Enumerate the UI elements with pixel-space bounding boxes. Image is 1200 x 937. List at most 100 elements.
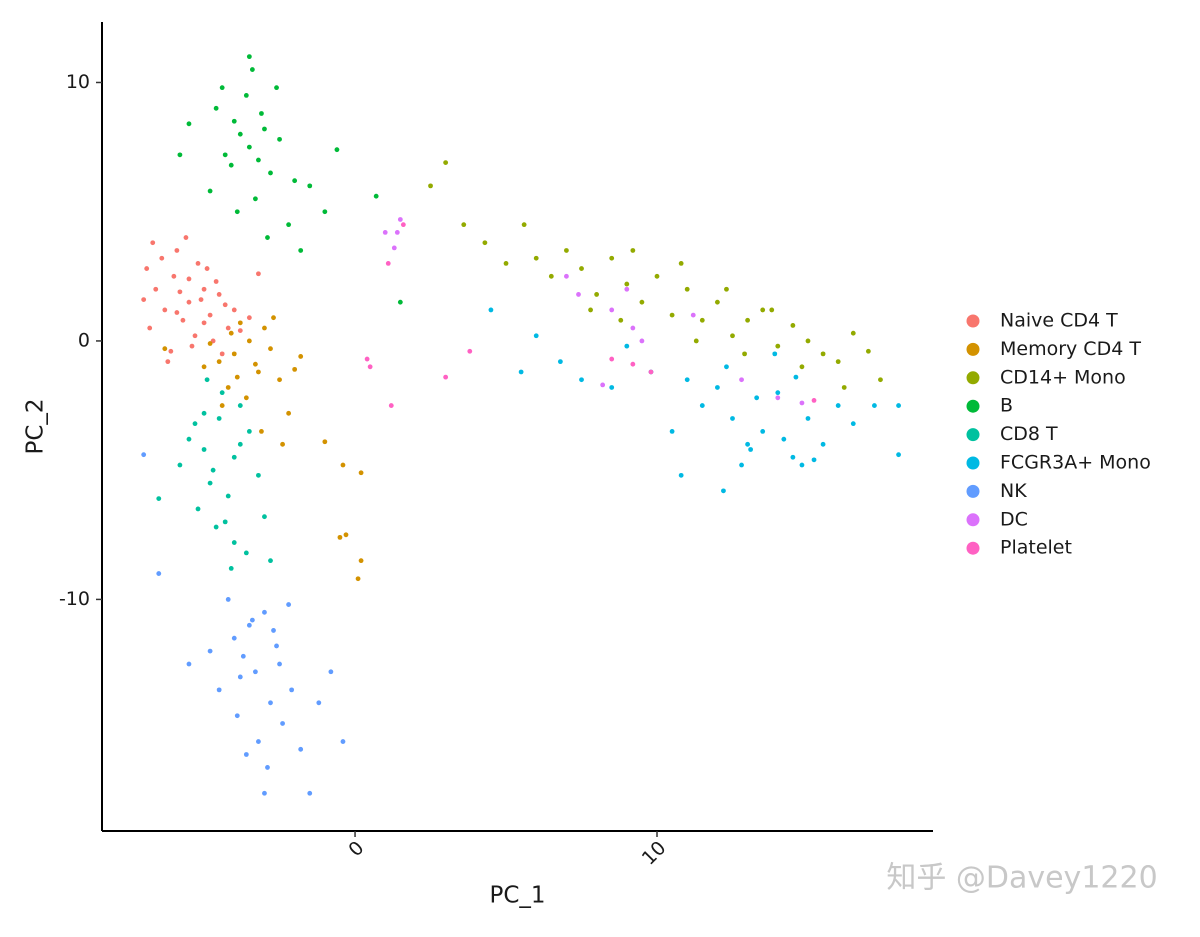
- point: [186, 276, 192, 282]
- point: [772, 351, 778, 357]
- point: [216, 687, 222, 693]
- legend-marker: [966, 456, 980, 470]
- point: [760, 429, 766, 434]
- point: [237, 403, 243, 408]
- point: [298, 248, 304, 253]
- point: [588, 307, 593, 313]
- point: [171, 273, 177, 279]
- legend-label: CD8 T: [1000, 423, 1058, 445]
- point: [760, 307, 766, 313]
- point: [799, 462, 805, 468]
- point: [730, 333, 735, 339]
- point: [400, 222, 406, 228]
- point: [630, 361, 636, 367]
- point: [271, 315, 276, 321]
- point: [669, 312, 675, 318]
- point: [252, 196, 258, 202]
- point: [156, 571, 162, 576]
- point: [648, 369, 654, 375]
- point: [177, 152, 183, 158]
- legend-label: DC: [1000, 508, 1028, 530]
- point: [820, 351, 826, 357]
- point: [252, 361, 258, 367]
- point: [367, 364, 373, 370]
- x-tick-label: 10: [638, 837, 671, 870]
- point: [262, 126, 267, 132]
- point: [488, 307, 494, 313]
- point: [533, 333, 539, 339]
- point: [467, 348, 473, 354]
- point: [557, 359, 563, 365]
- point: [775, 343, 781, 349]
- point: [201, 364, 207, 370]
- point: [210, 467, 216, 473]
- point: [204, 377, 210, 383]
- point: [280, 441, 285, 447]
- point: [548, 273, 554, 279]
- point: [198, 297, 204, 302]
- point: [237, 131, 243, 137]
- point: [518, 369, 524, 375]
- point: [265, 765, 270, 770]
- legend-label: CD14+ Mono: [1000, 366, 1126, 388]
- point: [579, 266, 584, 271]
- point: [246, 622, 252, 628]
- point: [240, 653, 246, 659]
- point: [745, 441, 750, 447]
- point: [277, 661, 282, 667]
- point: [204, 266, 210, 271]
- point: [835, 359, 841, 365]
- legend-marker: [966, 399, 980, 413]
- point: [213, 524, 219, 530]
- point: [835, 403, 841, 408]
- point: [231, 454, 237, 460]
- point: [805, 416, 811, 421]
- point: [684, 377, 690, 383]
- point: [654, 273, 660, 279]
- legend-label: Memory CD4 T: [1000, 338, 1141, 360]
- point: [174, 248, 180, 253]
- point: [256, 472, 261, 478]
- point: [268, 346, 273, 352]
- point: [177, 289, 183, 295]
- legend-marker: [966, 541, 980, 555]
- point: [714, 385, 720, 390]
- point: [781, 436, 787, 442]
- point: [234, 374, 240, 380]
- point: [624, 281, 630, 287]
- point: [482, 240, 488, 246]
- point: [159, 255, 165, 261]
- x-axis-title: PC_1: [489, 883, 545, 909]
- point: [243, 550, 249, 556]
- point: [624, 343, 630, 349]
- point: [219, 403, 225, 408]
- point: [195, 506, 201, 512]
- legend-label: Naive CD4 T: [1000, 310, 1118, 332]
- point: [639, 299, 645, 305]
- point: [280, 721, 285, 726]
- point: [286, 602, 292, 607]
- point: [609, 255, 615, 261]
- point: [443, 374, 449, 380]
- point: [216, 359, 222, 365]
- point: [745, 317, 750, 323]
- point: [793, 374, 799, 380]
- point: [249, 617, 255, 623]
- point: [277, 377, 282, 383]
- point: [576, 292, 581, 297]
- point: [207, 188, 213, 194]
- point: [865, 348, 871, 354]
- point: [385, 261, 391, 266]
- point: [364, 356, 370, 362]
- point: [443, 160, 449, 166]
- point: [141, 297, 147, 302]
- point: [769, 307, 775, 313]
- point: [219, 390, 225, 396]
- point: [201, 410, 207, 416]
- point: [382, 229, 388, 235]
- point: [391, 245, 397, 251]
- point: [754, 395, 760, 401]
- point: [322, 439, 328, 445]
- point: [165, 359, 171, 365]
- point: [268, 558, 273, 564]
